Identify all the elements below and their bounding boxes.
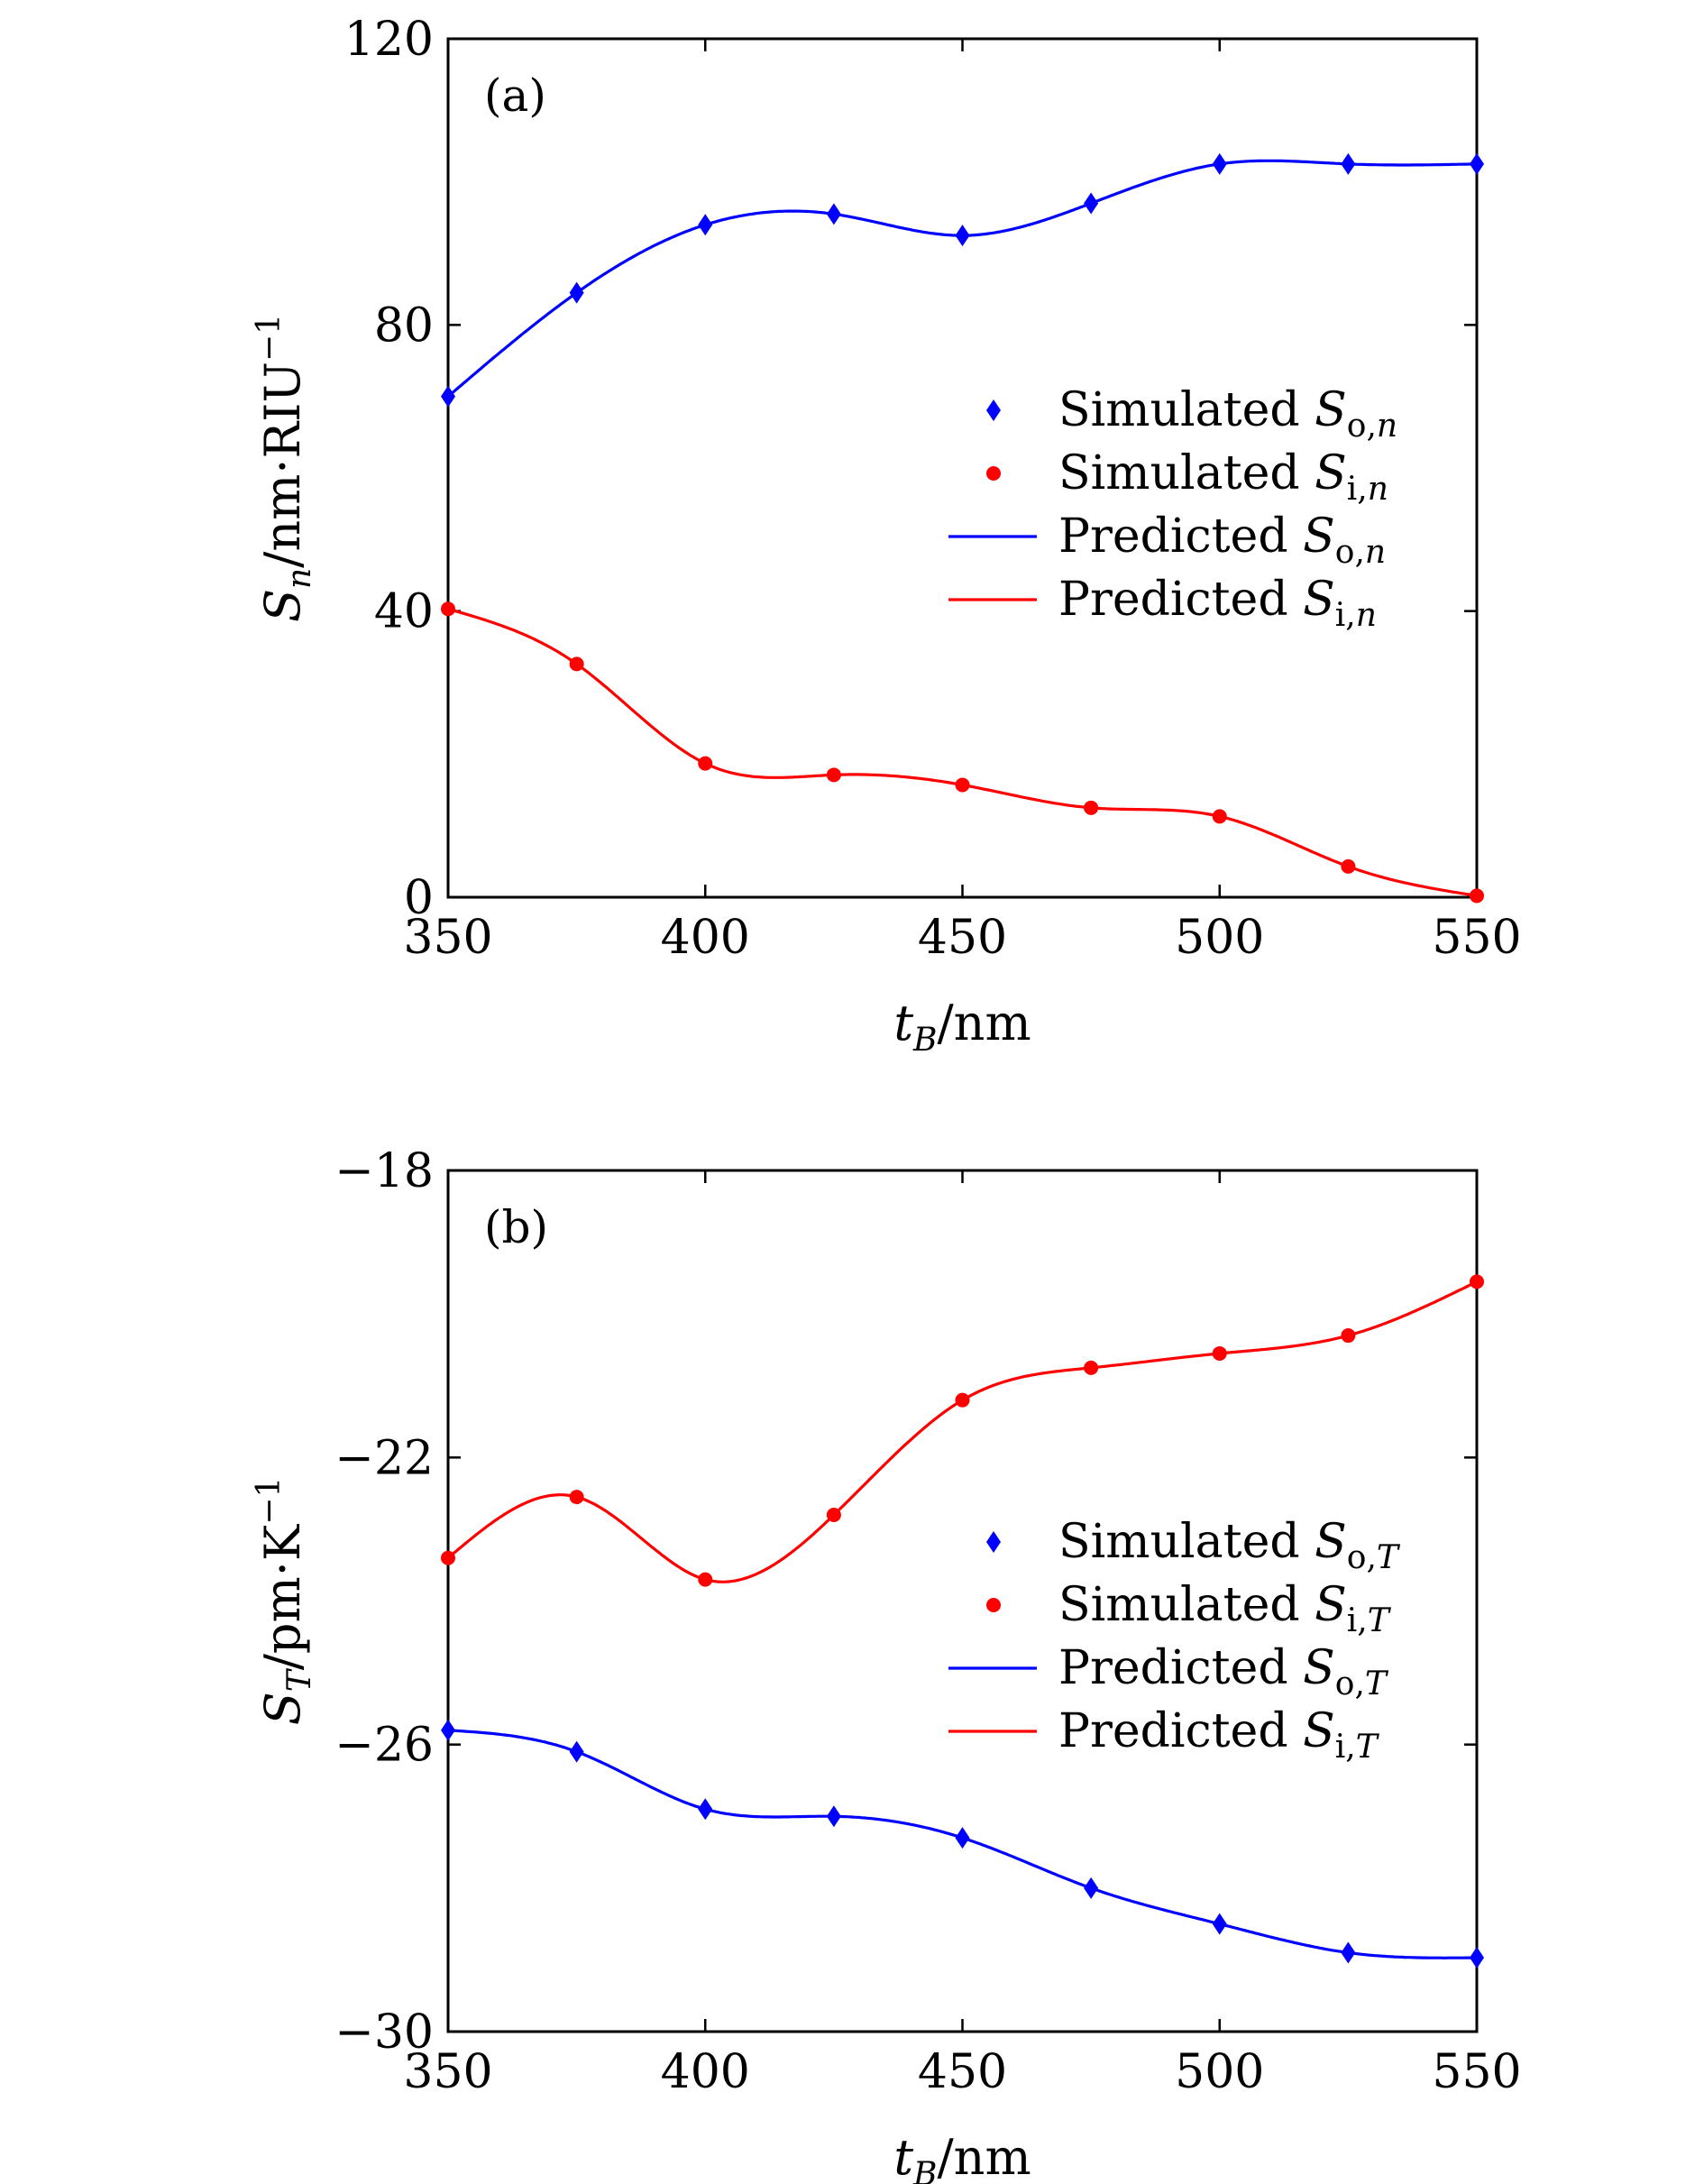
- data-point-diamond: [569, 1740, 584, 1763]
- legend-label: Simulated Si,n: [1058, 446, 1388, 508]
- x-tick-label: 350: [403, 911, 492, 965]
- chart-panel-b: 350 400 450 500 550 −30 −26 −22 −18 (b) tB/nm ST/pm…: [251, 1144, 1522, 2184]
- data-point-diamond: [1470, 152, 1484, 175]
- data-point-diamond: [1084, 192, 1099, 215]
- y-tick-label: −30: [334, 2005, 434, 2060]
- legend-marker-diamond: [986, 399, 1001, 421]
- x-axis-label: tB/nm: [893, 2129, 1031, 2184]
- data-point-circle: [1341, 1328, 1356, 1344]
- y-tick-label: −18: [334, 1144, 434, 1198]
- x-tick-label: 550: [1432, 911, 1521, 965]
- data-point-circle: [569, 656, 584, 672]
- legend-marker-circle: [986, 1598, 1001, 1612]
- data-point-diamond: [826, 203, 841, 225]
- x-tick-label: 450: [918, 911, 1007, 965]
- panel-label: (a): [484, 69, 546, 122]
- legend-label: Simulated Si,T: [1058, 1578, 1392, 1639]
- y-tick-label: 0: [404, 871, 434, 925]
- x-tick-label: 500: [1175, 2045, 1264, 2099]
- legend-label: Predicted Si,T: [1058, 1704, 1380, 1766]
- legend-marker-diamond: [986, 1531, 1001, 1553]
- data-point-diamond: [698, 214, 713, 236]
- chart-panel-a: 350 400 450 500 550 0 40 80 120 (a) tB/nm Sn/nm·RIU…: [251, 13, 1522, 1059]
- data-point-diamond: [698, 1798, 713, 1821]
- data-point-diamond: [955, 1827, 970, 1849]
- data-point-circle: [1084, 1360, 1099, 1375]
- data-point-diamond: [1341, 152, 1356, 175]
- data-point-diamond: [955, 225, 970, 247]
- data-point-circle: [955, 777, 970, 793]
- legend-marker-circle: [986, 466, 1001, 481]
- y-axis-label: Sn/nm·RIU−1: [251, 314, 318, 622]
- legend-label: Simulated So,T: [1058, 1515, 1401, 1576]
- x-tick-label: 450: [918, 2045, 1007, 2099]
- data-point-diamond: [1470, 1947, 1484, 1969]
- data-point-circle: [1084, 800, 1099, 815]
- data-point-diamond: [1341, 1941, 1356, 1964]
- data-point-circle: [1470, 888, 1484, 904]
- y-tick-label: 80: [374, 298, 434, 353]
- data-point-diamond: [441, 385, 455, 408]
- y-tick-label: −26: [334, 1719, 434, 1773]
- y-axis-label: ST/pm·K−1: [251, 1477, 318, 1726]
- data-point-diamond: [1212, 152, 1227, 175]
- y-tick-label: −22: [334, 1431, 434, 1485]
- data-point-diamond: [1212, 1913, 1227, 1935]
- panel-label: (b): [484, 1201, 548, 1253]
- x-tick-label: 550: [1432, 2045, 1521, 2099]
- x-tick-label: 400: [661, 2045, 750, 2099]
- data-point-diamond: [826, 1805, 841, 1828]
- legend-label: Predicted So,n: [1058, 509, 1386, 571]
- legend-label: Predicted So,T: [1058, 1641, 1389, 1702]
- data-point-circle: [569, 1490, 584, 1505]
- data-point-diamond: [441, 1719, 455, 1741]
- x-tick-label: 350: [403, 2045, 492, 2099]
- data-point-circle: [1212, 809, 1227, 824]
- data-point-circle: [826, 767, 841, 783]
- data-point-circle: [698, 1572, 713, 1587]
- data-point-circle: [955, 1392, 970, 1408]
- y-tick-label: 40: [374, 585, 434, 639]
- x-axis-label: tB/nm: [893, 995, 1031, 1059]
- series-line-i-n: [447, 607, 1478, 897]
- x-tick-label: 500: [1175, 911, 1264, 965]
- data-point-circle: [698, 756, 713, 771]
- legend-label: Simulated So,n: [1058, 383, 1397, 445]
- data-point-circle: [441, 1550, 455, 1565]
- data-point-circle: [1341, 858, 1356, 874]
- data-point-circle: [441, 601, 455, 617]
- x-tick-label: 400: [661, 911, 750, 965]
- data-point-circle: [826, 1508, 841, 1522]
- legend-label: Predicted Si,n: [1058, 573, 1377, 634]
- y-tick-label: 120: [344, 13, 434, 67]
- data-point-diamond: [1084, 1877, 1099, 1899]
- data-point-diamond: [569, 281, 584, 304]
- data-point-circle: [1212, 1345, 1227, 1361]
- data-point-circle: [1470, 1274, 1484, 1289]
- series-line-o-n: [446, 159, 1478, 398]
